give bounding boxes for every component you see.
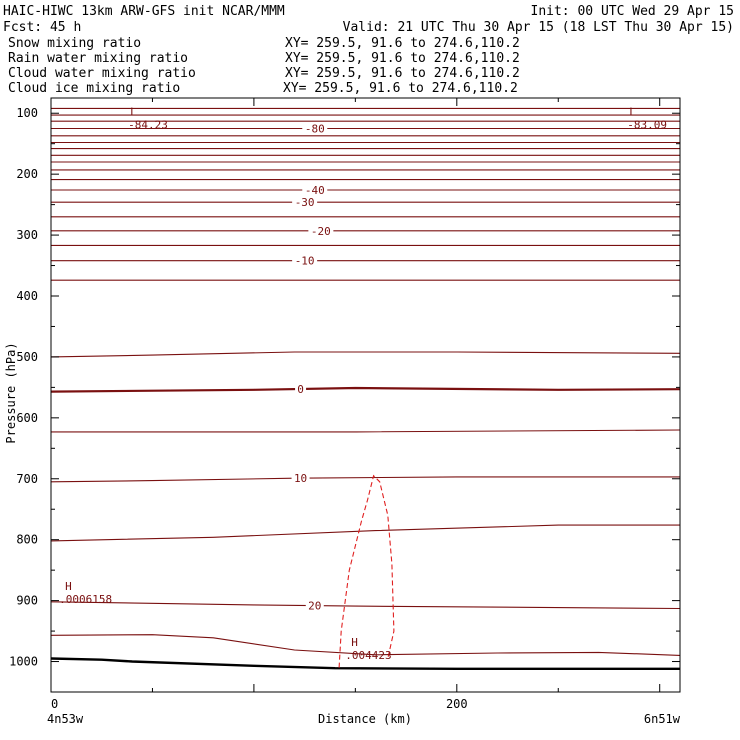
y-tick-label: 300 [16, 228, 38, 242]
temperature-contour-label: 0 [297, 383, 304, 396]
extremum-marker: H [351, 636, 358, 649]
contour-label-background [302, 122, 328, 135]
contour-label-background [291, 472, 310, 485]
header: HAIC-HIWC 13km ARW-GFS init NCAR/MMM Fcs… [3, 4, 734, 96]
extremum-value: -83.09 [627, 118, 667, 131]
temperature-contour [51, 476, 680, 483]
terrain-line [51, 657, 680, 670]
contour-label-background [308, 224, 334, 237]
y-tick-label: 200 [16, 167, 38, 181]
extremum-value: .004423 [345, 649, 391, 662]
temperature-contour-label: -30 [295, 196, 315, 209]
temperature-contour [51, 601, 680, 610]
y-tick-label: 400 [16, 289, 38, 303]
field-xy-cloud-water: XY= 259.5, 91.6 to 274.6,110.2 [285, 66, 520, 81]
temperature-contour-label: 20 [308, 600, 321, 613]
header-valid-line: Valid: 21 UTC Thu 30 Apr 15 (18 LST Thu … [343, 20, 734, 35]
y-tick-label: 800 [16, 533, 38, 547]
x-left-end-label: 4n53w [47, 712, 84, 726]
y-tick-label: 600 [16, 411, 38, 425]
x-tick-label: 0 [51, 697, 58, 711]
temperature-contour [51, 634, 680, 656]
x-tick-label: 200 [446, 697, 468, 711]
header-title-line: HAIC-HIWC 13km ARW-GFS init NCAR/MMM [3, 4, 285, 19]
field-name-snow: Snow mixing ratio [8, 36, 141, 51]
y-tick-label: 1000 [9, 655, 38, 669]
temperature-contour [51, 429, 680, 433]
contour-label-background [295, 382, 307, 395]
temperature-contour-label: -80 [305, 122, 325, 135]
extremum-marker: H [65, 580, 72, 593]
temperature-contour-label: -10 [295, 255, 315, 268]
field-name-rain: Rain water mixing ratio [8, 51, 188, 66]
plot-frame [50, 97, 681, 693]
extremum-marker: L [130, 105, 137, 118]
field-xy-cloud-ice: XY= 259.5, 91.6 to 274.6,110.2 [283, 81, 518, 96]
rain-mixing-ratio-contour [338, 474, 395, 668]
temperature-contour-label: 10 [294, 472, 307, 485]
extremum-value: -84.23 [128, 118, 168, 131]
y-tick-label: 100 [16, 106, 38, 120]
extremum-value: .0006158 [59, 593, 112, 606]
y-tick-label: 900 [16, 594, 38, 608]
header-init-line: Init: 00 UTC Wed 29 Apr 15 [531, 4, 735, 19]
contour-label-background [305, 599, 324, 612]
temperature-contour [51, 524, 680, 542]
field-xy-snow: XY= 259.5, 91.6 to 274.6,110.2 [285, 36, 520, 51]
x-axis-label: Distance (km) [318, 712, 412, 726]
temperature-contour-label: -40 [305, 184, 325, 197]
contour-label-background [292, 196, 318, 209]
extremum-marker: L [629, 105, 636, 118]
y-axis-label: Pressure (hPa) [4, 342, 18, 443]
contour-label-background [302, 183, 328, 196]
y-tick-label: 700 [16, 472, 38, 486]
field-name-cloud-water: Cloud water mixing ratio [8, 66, 196, 81]
temperature-contour [51, 386, 680, 393]
temperature-contour [51, 351, 680, 358]
field-name-cloud-ice: Cloud ice mixing ratio [8, 81, 180, 96]
header-forecast-line: Fcst: 45 h [3, 20, 81, 35]
x-right-end-label: 6n51w [644, 712, 681, 726]
field-xy-rain: XY= 259.5, 91.6 to 274.6,110.2 [285, 51, 520, 66]
temperature-contour-label: -20 [311, 225, 331, 238]
plot-area: -80-40-30-20-1001020L-84.23L-83.09H.0006… [51, 105, 680, 670]
contour-label-background [292, 254, 318, 267]
y-tick-label: 500 [16, 350, 38, 364]
